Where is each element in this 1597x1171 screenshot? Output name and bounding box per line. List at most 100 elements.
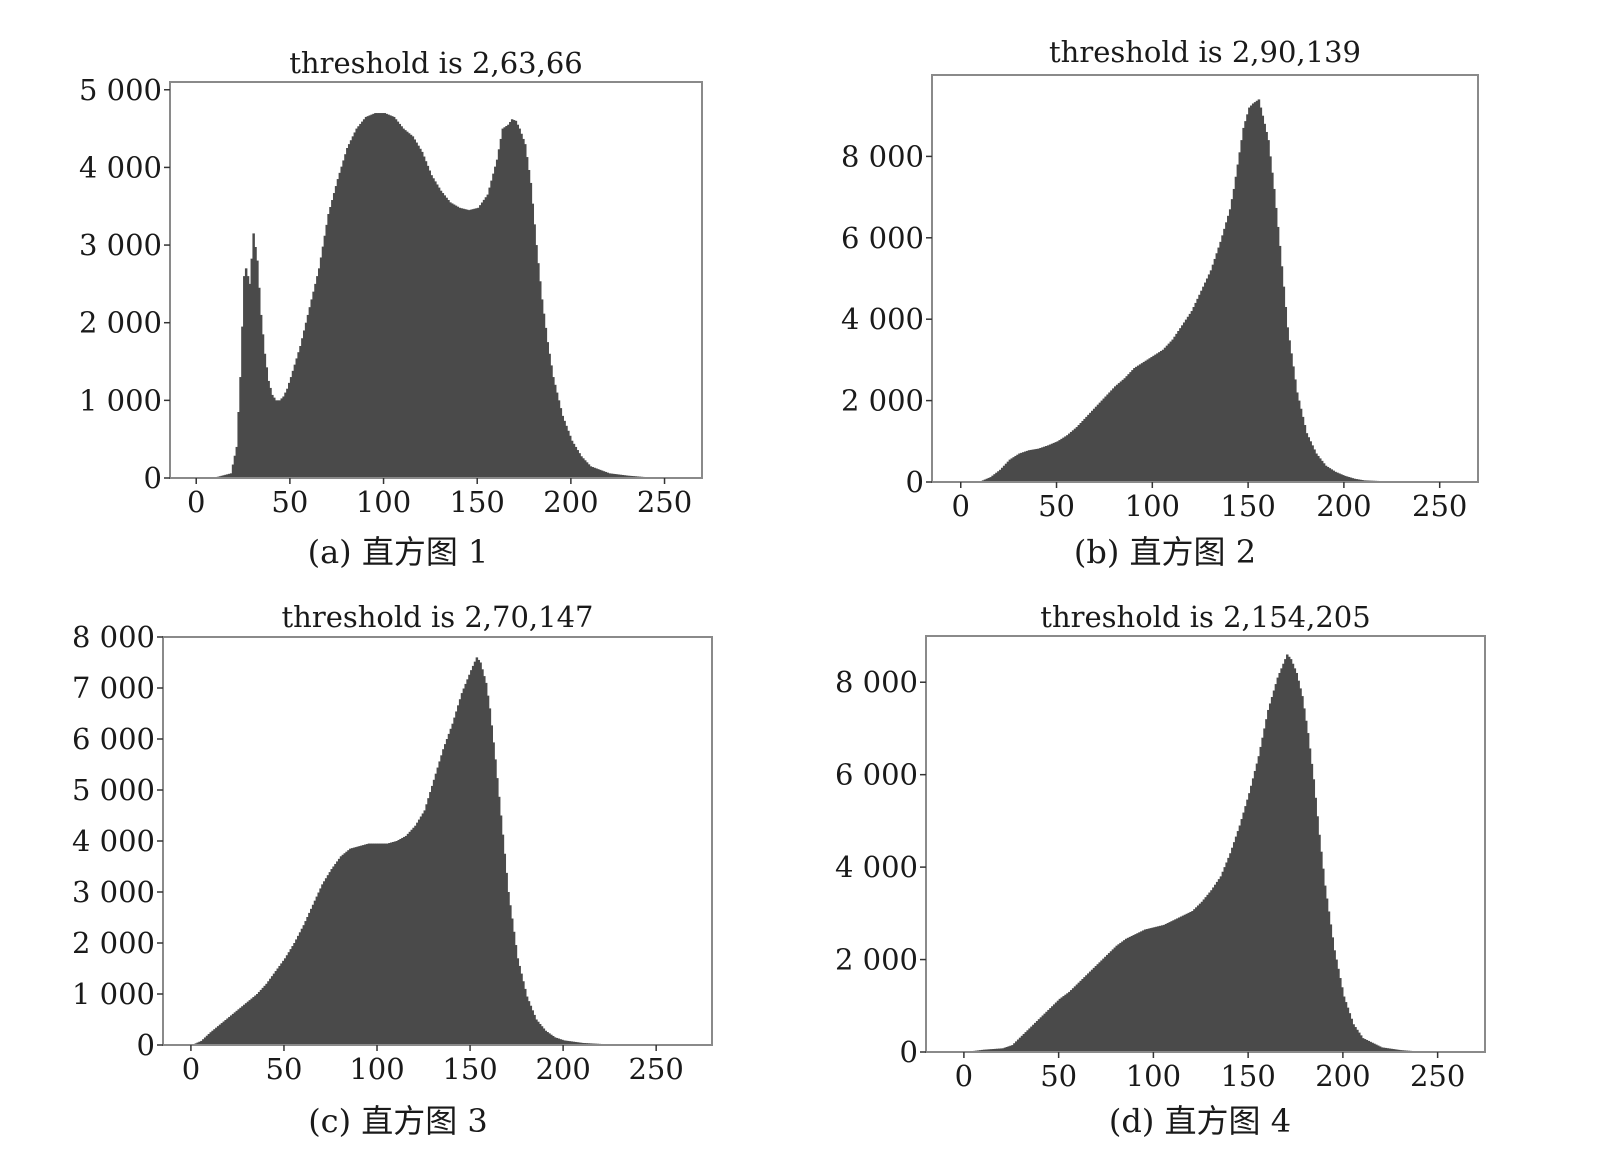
histogram-bar [1223, 867, 1226, 1052]
histogram-bar [566, 1040, 570, 1045]
histogram-bar [1365, 1039, 1369, 1052]
histogram-bar [1140, 363, 1144, 482]
histogram-bar [572, 1041, 575, 1045]
histogram-bar [327, 214, 330, 478]
histogram-bar [406, 131, 409, 478]
histogram-bar [598, 469, 602, 478]
histogram-bar [1081, 978, 1084, 1052]
x-tick-label: 200 [1315, 1059, 1370, 1093]
histogram-bar [1100, 960, 1103, 1052]
histogram-bar [445, 739, 449, 1045]
histogram-bar [308, 307, 312, 478]
histogram-bar [1335, 959, 1338, 1052]
x-tick-label: 0 [182, 1052, 200, 1086]
histogram-bar [576, 1042, 579, 1045]
histogram-bar [995, 472, 998, 482]
histogram-bar [501, 128, 505, 478]
histogram-bar [1232, 842, 1236, 1052]
histogram-bar [1238, 152, 1242, 482]
histogram-bar [1322, 463, 1326, 482]
histogram-bar [509, 121, 512, 479]
histogram-bar [595, 468, 598, 478]
histogram-bar [555, 1037, 559, 1045]
histogram-bar [1088, 971, 1092, 1052]
y-tick-label: 4 000 [79, 150, 162, 184]
histogram-bar [1047, 1009, 1050, 1052]
histogram-bar [1297, 400, 1301, 482]
histogram-bar [344, 154, 347, 478]
histogram-bar [483, 676, 486, 1045]
histogram-bar [282, 960, 285, 1045]
histogram-bar [998, 1048, 1001, 1052]
histogram-bar [1000, 467, 1004, 482]
histogram-bar [1253, 770, 1257, 1052]
histogram-bar [1359, 1035, 1363, 1052]
histogram-bar [1102, 958, 1105, 1052]
histogram-bar [1195, 907, 1198, 1052]
histogram-bar [1345, 476, 1349, 482]
histogram-bar [220, 1023, 224, 1045]
histogram-bar [269, 387, 272, 478]
histogram-bar [1280, 668, 1283, 1052]
histogram-bar [353, 132, 357, 478]
histogram-bar [1190, 311, 1194, 482]
histogram-bar [585, 462, 589, 478]
y-tick-label: 8 000 [835, 665, 918, 699]
panel-caption: (c) 直方图 3 [308, 1102, 488, 1140]
histogram-bar [1327, 911, 1331, 1052]
histogram-bar [1052, 442, 1056, 482]
histogram-bar [291, 370, 295, 478]
histogram-bar [1251, 103, 1255, 483]
histogram-bar [1003, 1047, 1007, 1052]
histogram-bar [406, 833, 410, 1045]
histogram-bar [1194, 302, 1197, 482]
histogram-bar [1171, 339, 1174, 482]
histogram-bar [1064, 436, 1067, 482]
histogram-bar [1236, 831, 1240, 1052]
histogram-bar [1255, 763, 1259, 1052]
histogram-bar [198, 1041, 201, 1045]
histogram-bar [270, 976, 274, 1045]
histogram-bar [1304, 720, 1308, 1052]
histogram-bar [1054, 1002, 1058, 1052]
histogram-bar [495, 159, 499, 478]
x-tick-label: 100 [349, 1052, 404, 1086]
histogram-bar [1322, 868, 1325, 1052]
histogram-bar [428, 170, 431, 478]
histogram-bar [574, 446, 578, 478]
histogram-bar [1066, 993, 1069, 1052]
histogram-bar [1158, 352, 1161, 482]
histogram-bar [546, 1032, 549, 1045]
histogram-bar [1217, 247, 1220, 482]
histogram-bar [527, 170, 531, 478]
histogram-bar [512, 931, 516, 1045]
histogram-bar [1030, 1026, 1033, 1052]
histogram-bar [427, 798, 430, 1045]
histogram-bar [514, 945, 518, 1045]
histogram-bar [302, 925, 306, 1045]
histogram-bar [1282, 663, 1285, 1052]
histogram-bar [494, 759, 497, 1045]
histogram-bar [315, 896, 319, 1045]
histogram-bar [429, 792, 432, 1045]
histogram-bar [1079, 980, 1082, 1052]
histogram-bar [265, 983, 268, 1045]
histogram-bar [417, 819, 421, 1045]
histogram-bar [1202, 286, 1205, 482]
histogram-bar [220, 475, 224, 478]
histogram-bar [1147, 928, 1151, 1052]
histogram-bar [417, 145, 420, 479]
histogram-bar [525, 996, 529, 1045]
histogram-bar [383, 113, 387, 478]
histogram-bar [1013, 1043, 1016, 1052]
histogram-bar [1005, 1047, 1009, 1052]
histogram-bar [425, 804, 428, 1045]
histogram-bar [336, 861, 339, 1045]
histogram-bar [1269, 156, 1272, 482]
histogram-bar [1146, 359, 1150, 482]
histogram-bar [368, 115, 372, 478]
histogram-bar [1351, 478, 1355, 482]
histogram-bar [256, 260, 259, 478]
histogram-bar [1329, 924, 1333, 1052]
histogram-bar [323, 881, 326, 1045]
